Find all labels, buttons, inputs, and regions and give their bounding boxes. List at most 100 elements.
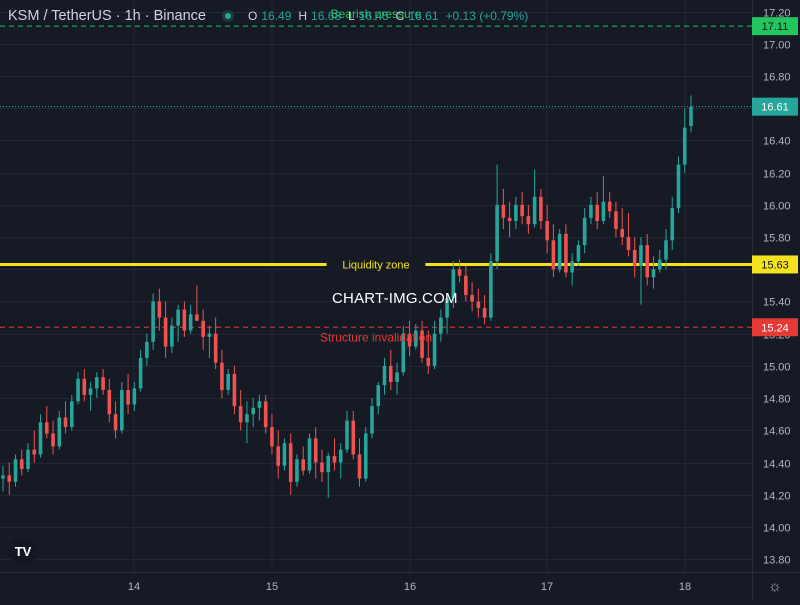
candle-body <box>657 259 662 270</box>
candle <box>420 320 424 363</box>
liquidity-zone-label: Liquidity zone <box>342 259 409 271</box>
label-layer: Bearish pressure 17.11 Liquidity zone 15.63… <box>320 7 798 344</box>
candle-body <box>664 240 668 260</box>
candle <box>439 309 443 342</box>
candle-body <box>320 462 324 473</box>
candle-body <box>282 443 287 466</box>
candle <box>201 309 205 350</box>
candle-body <box>363 433 368 479</box>
candle <box>157 288 162 331</box>
candle-body <box>614 211 618 230</box>
last-price-tag[interactable] <box>752 97 798 116</box>
candle <box>176 304 180 342</box>
bearish-pressure-price-tag[interactable] <box>752 17 798 36</box>
symbol-title[interactable]: KSM / TetherUS · 1h · Binance <box>8 8 206 24</box>
candle-body <box>689 106 693 126</box>
open-value: 16.49 <box>261 9 292 23</box>
candle <box>414 324 418 350</box>
candle-body <box>338 449 343 463</box>
candle <box>607 192 612 218</box>
candle-body <box>470 295 474 302</box>
candle <box>126 373 130 415</box>
y-tick-label: 14.60 <box>763 426 791 438</box>
x-tick-label: 18 <box>679 581 691 593</box>
candle <box>645 233 650 286</box>
candle-body <box>120 390 124 431</box>
candle <box>107 378 112 423</box>
candle <box>245 401 249 444</box>
candle-body <box>564 233 568 273</box>
candle-body <box>63 417 68 428</box>
candle-body <box>276 446 280 466</box>
candle <box>7 462 12 495</box>
candle <box>326 452 331 498</box>
close-label: C <box>395 9 405 23</box>
candle <box>263 394 268 434</box>
candle <box>338 443 343 479</box>
candle-body <box>95 377 99 389</box>
candle-body <box>138 357 143 389</box>
liquidity-zone-price-tag[interactable] <box>752 255 798 274</box>
structure-invalidation-label: Structure invalidation <box>320 330 432 344</box>
candle-body <box>351 420 356 455</box>
x-tick-label: 16 <box>404 581 416 593</box>
candle <box>676 156 681 213</box>
candle-body <box>501 204 506 218</box>
tradingview-logo-icon[interactable]: TV <box>8 538 38 564</box>
candle-body <box>82 378 87 395</box>
candle-body <box>595 204 599 221</box>
market-status-icon <box>222 10 234 22</box>
y-tick-label: 14.20 <box>763 491 791 503</box>
candle-body <box>439 317 443 334</box>
candle <box>564 224 568 278</box>
high-label: H <box>298 9 308 23</box>
candle <box>445 293 449 334</box>
candle <box>476 288 481 318</box>
candle-body <box>345 420 349 450</box>
candle <box>626 212 631 257</box>
candle <box>370 398 374 439</box>
candle-body <box>151 301 155 342</box>
candle <box>601 175 606 225</box>
candle <box>682 108 687 173</box>
low-label: L <box>348 9 355 23</box>
candle <box>526 204 531 234</box>
candle <box>557 229 562 273</box>
candle-body <box>145 341 149 358</box>
candle <box>332 438 337 471</box>
candle-body <box>270 427 274 447</box>
candle <box>151 293 155 350</box>
candle <box>101 369 105 395</box>
candle <box>482 295 487 325</box>
settings-gear-icon[interactable]: ☼ <box>768 578 782 595</box>
liquidity-zone-price-text: 15.63 <box>761 259 789 271</box>
candle <box>76 372 80 405</box>
candle-body <box>476 301 481 308</box>
candle <box>595 192 599 230</box>
candle <box>520 192 524 225</box>
candle-body <box>195 314 199 321</box>
bearish-pressure-label: Bearish pressure <box>331 7 422 21</box>
candle-body <box>420 330 424 358</box>
candle <box>432 320 437 370</box>
candle-body <box>551 240 556 270</box>
structure-invalidation-price-text: 15.24 <box>761 322 789 334</box>
y-tick-label: 17.00 <box>763 40 791 52</box>
liquidity-zone-label-bg <box>326 256 426 272</box>
structure-invalidation-price-tag[interactable] <box>752 318 798 337</box>
candle-body <box>676 164 681 209</box>
candle-body <box>489 261 493 318</box>
candle <box>220 349 224 399</box>
y-tick-label: 16.80 <box>763 72 791 84</box>
candle-body <box>507 217 512 221</box>
change-value: +0.13 (+0.79%) <box>445 9 529 23</box>
candle-body <box>170 325 174 347</box>
candle <box>470 282 474 312</box>
candle <box>532 169 537 228</box>
candle <box>351 410 356 460</box>
chart-header: KSM / TetherUS · 1h · Binance O 16.49 H 16… <box>8 6 531 26</box>
candle-body <box>651 269 656 278</box>
